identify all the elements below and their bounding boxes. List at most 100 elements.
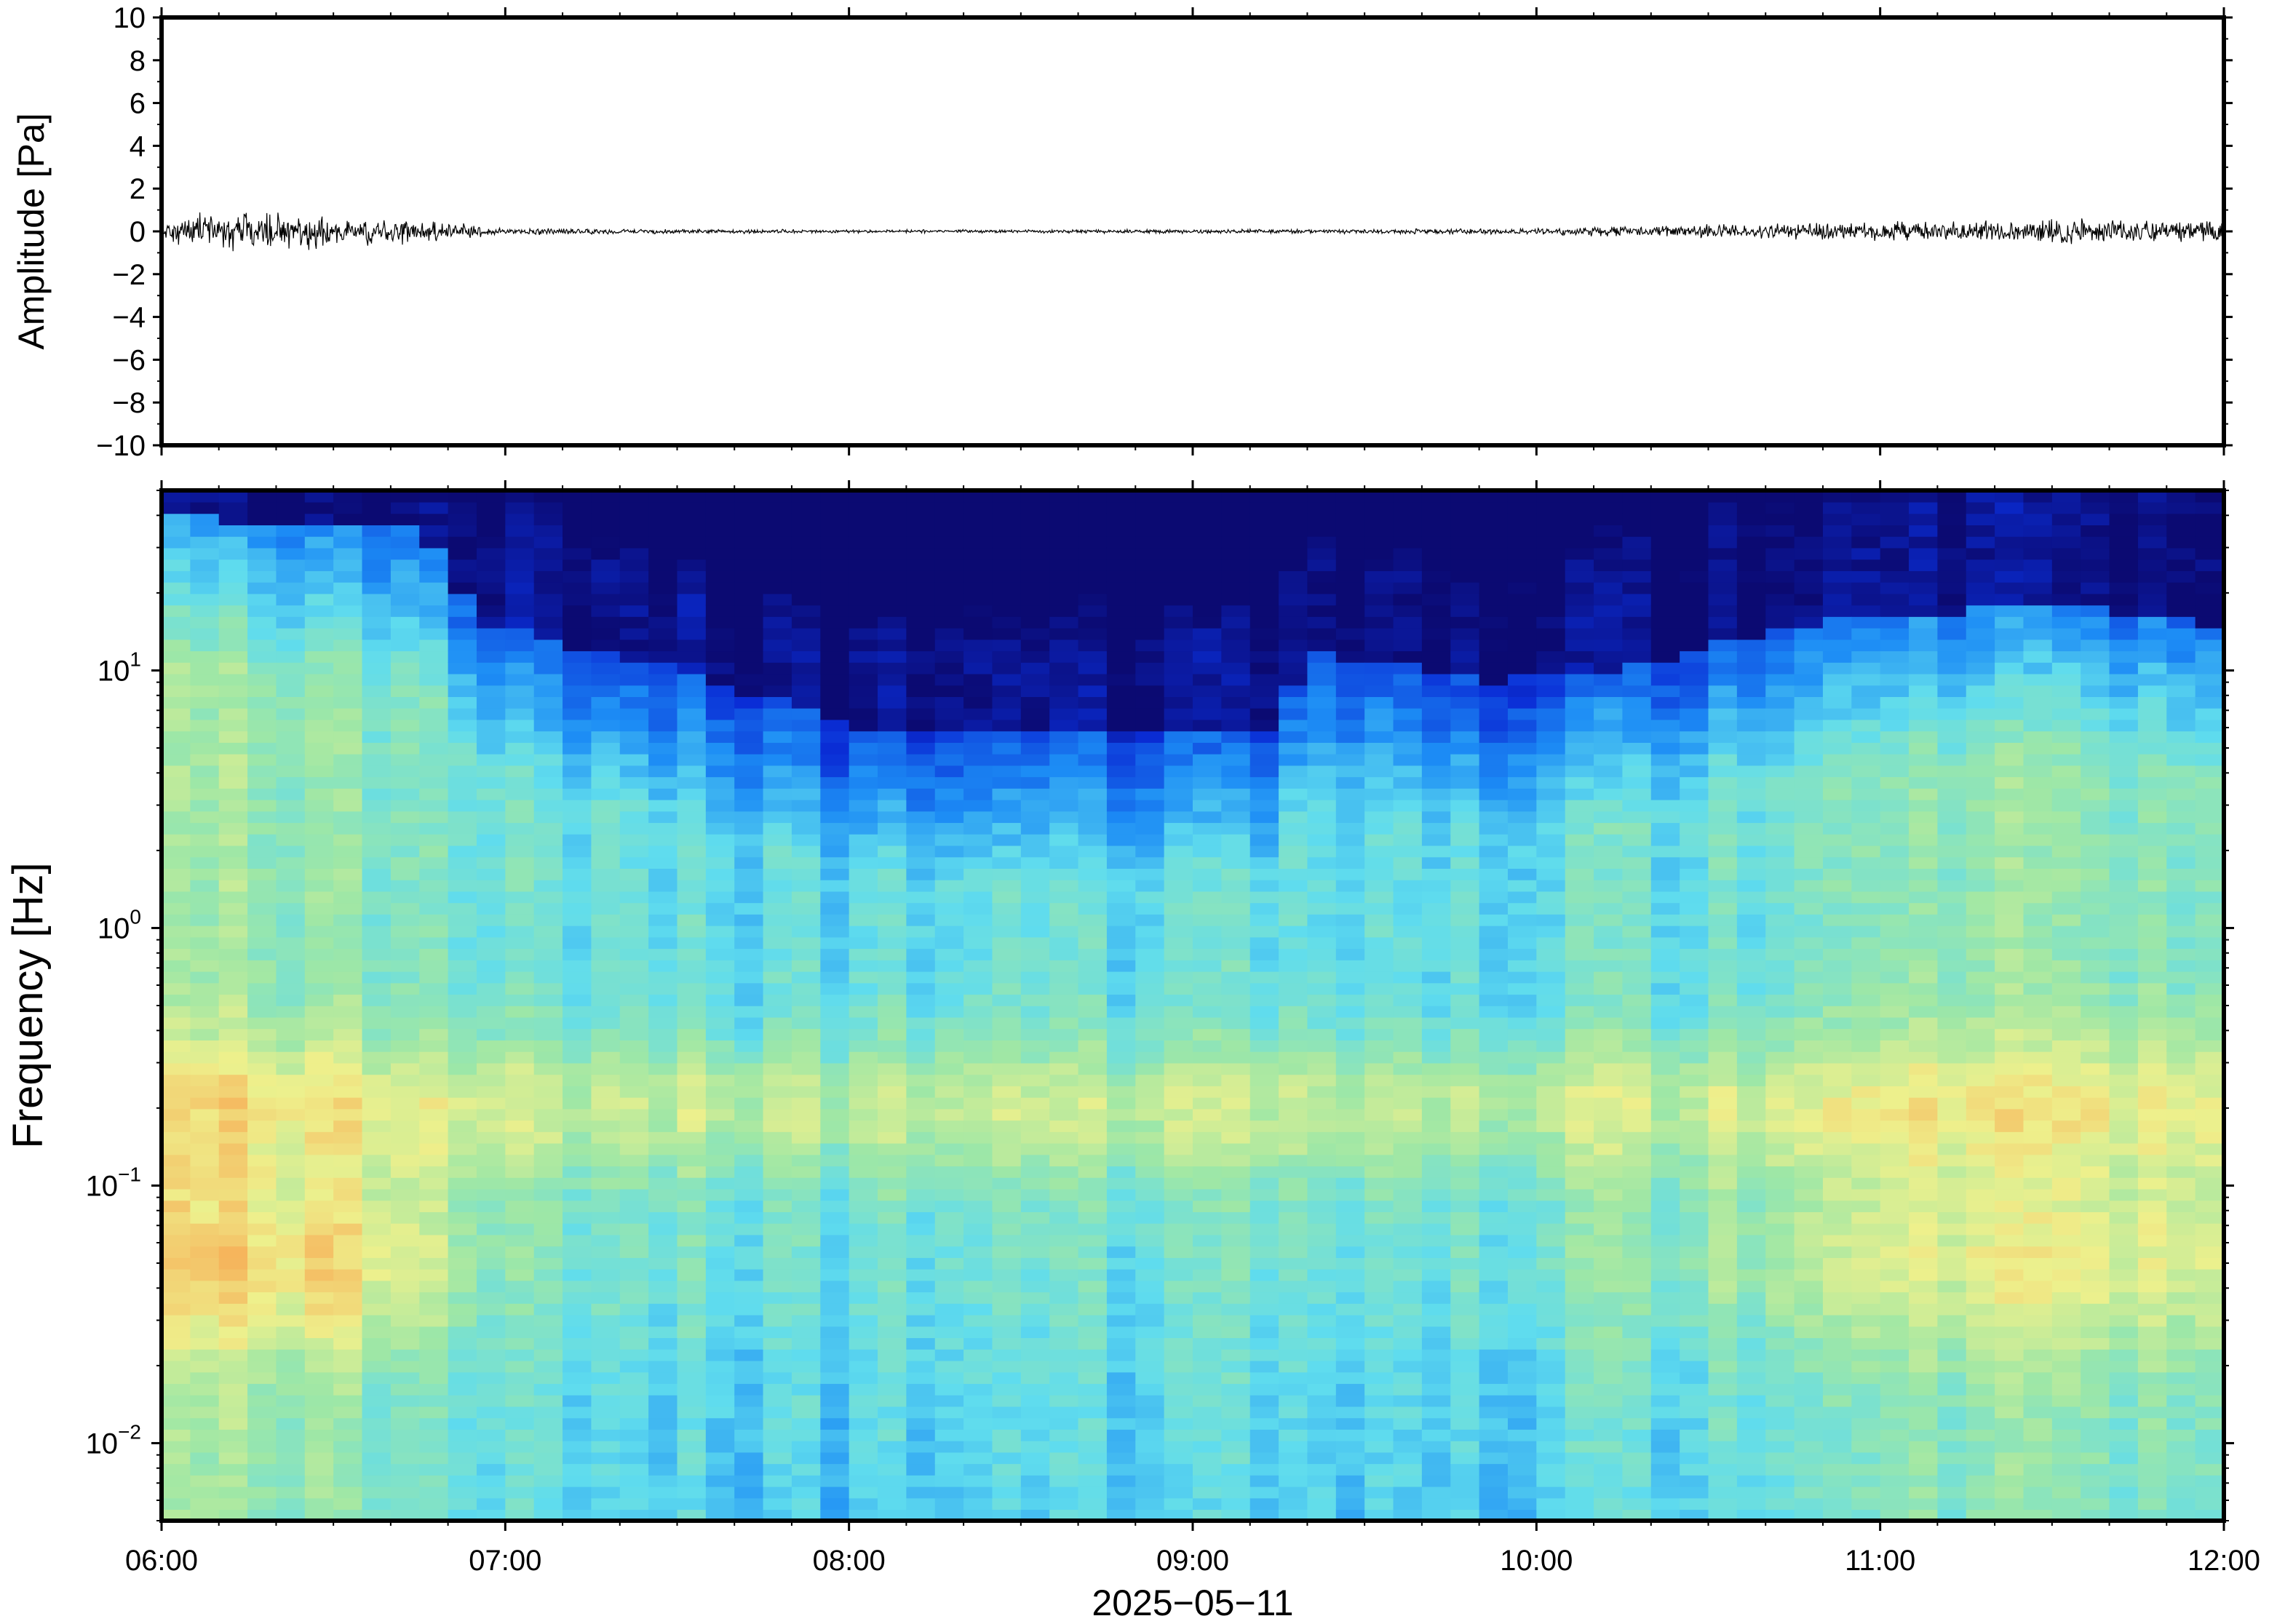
spectrogram-cell [162, 1211, 191, 1224]
spectrogram-cell [963, 1268, 993, 1281]
spectrogram-cell [448, 799, 477, 812]
spectrogram-cell [1479, 1040, 1509, 1052]
spectrogram-cell [1622, 1211, 1652, 1224]
spectrogram-cell [190, 1497, 220, 1510]
spectrogram-cell [820, 1074, 850, 1086]
spectrogram-cell [1680, 1234, 1709, 1247]
spectrogram-cell [849, 1016, 878, 1030]
spectrogram-cell [1565, 536, 1594, 549]
spectrogram-cell [304, 1177, 334, 1190]
spectrogram-cell [763, 490, 792, 503]
spectrogram-cell [619, 776, 649, 789]
spectrogram-cell [1450, 811, 1480, 824]
spectrogram-cell [533, 1234, 563, 1247]
spectrogram-cell [992, 570, 1022, 583]
spectrogram-cell [1650, 1497, 1680, 1510]
spectrogram-cell [763, 1200, 792, 1212]
spectrogram-cell [878, 1440, 907, 1453]
spectrogram-cell [906, 1120, 936, 1132]
spectrogram-cell [1479, 845, 1509, 858]
spectrogram-cell [476, 753, 506, 766]
spectrogram-cell [533, 501, 563, 514]
spectrogram-cell [619, 1452, 649, 1465]
spectrogram-cell [734, 547, 764, 560]
spectrogram-cell [992, 1131, 1022, 1144]
spectrogram-cell [1078, 605, 1108, 617]
spectrogram-cell [1335, 753, 1365, 766]
spectrogram-cell [1335, 982, 1365, 995]
spectrogram-cell [591, 501, 621, 514]
spectrogram-cell [505, 1303, 535, 1315]
spectrogram-cell [1193, 559, 1223, 571]
spectrogram-cell [448, 696, 477, 709]
spectrogram-cell [705, 788, 736, 800]
spectrogram-cell [934, 1028, 964, 1040]
spectrogram-cell [791, 742, 822, 755]
spectrogram-cell [1507, 1406, 1538, 1419]
spectrogram-cell [1135, 1154, 1165, 1167]
spectrogram-cell [1193, 1497, 1223, 1510]
spectrogram-cell [304, 1257, 334, 1270]
spectrogram-cell [1164, 1016, 1193, 1030]
spectrogram-cell [1450, 1337, 1480, 1350]
spectrogram-cell [505, 1486, 535, 1499]
spectrogram-cell [1622, 536, 1652, 549]
spectrogram-cell [1049, 513, 1079, 525]
spectrogram-cell [1193, 1016, 1223, 1030]
spectrogram-cell [1421, 490, 1452, 503]
spectrogram-cell [1393, 936, 1423, 950]
spectrogram-cell [1650, 1211, 1680, 1224]
spectrogram-cell [1622, 765, 1652, 778]
spectrogram-cell [1106, 834, 1137, 846]
spectrogram-cell [1594, 696, 1624, 709]
spectrogram-cell [1106, 1406, 1137, 1419]
spectrogram-cell [1249, 719, 1279, 732]
spectrogram-cell [906, 891, 936, 904]
spectrogram-cell [1680, 1062, 1709, 1075]
spectrogram-cell [162, 1417, 191, 1430]
spectrogram-cell [963, 559, 993, 571]
spectrogram-cell [1135, 605, 1165, 617]
spectrogram-cell [247, 650, 277, 663]
spectrogram-cell [820, 627, 850, 640]
spectrogram-cell [1565, 1394, 1594, 1407]
spectrogram-cell [820, 834, 850, 846]
spectrogram-cell [1078, 868, 1108, 880]
spectrogram-cell [1650, 1406, 1680, 1419]
spectrogram-cell [1307, 1222, 1337, 1235]
spectrogram-cell [734, 581, 764, 594]
spectrogram-cell [1479, 616, 1509, 629]
spectrogram-cell [906, 879, 936, 892]
spectrogram-cell [1307, 1188, 1337, 1201]
spectrogram-cell [1164, 1222, 1193, 1235]
spectrogram-cell [1307, 696, 1337, 709]
spectrogram-cell [563, 525, 592, 537]
spectrogram-cell [1307, 1200, 1337, 1212]
spectrogram-cell [1421, 1475, 1452, 1487]
spectrogram-cell [448, 948, 477, 960]
spectrogram-cell [878, 707, 907, 720]
spectrogram-cell [1106, 742, 1137, 755]
spectrogram-cell [218, 834, 248, 846]
spectrogram-cell [1507, 1166, 1538, 1178]
spectrogram-cell [1594, 1006, 1624, 1018]
spectrogram-cell [1193, 1417, 1223, 1430]
spectrogram-cell [276, 788, 306, 800]
spectrogram-cell [963, 799, 993, 812]
spectrogram-cell [304, 776, 334, 789]
spectrogram-cell [791, 879, 822, 892]
spectrogram-cell [934, 1177, 964, 1190]
spectrogram-cell [1221, 811, 1251, 824]
spectrogram-cell [1135, 1268, 1165, 1281]
spectrogram-cell [791, 627, 822, 640]
spectrogram-cell [1049, 581, 1079, 594]
spectrogram-cell [849, 1463, 878, 1476]
spectrogram-cell [276, 1440, 306, 1453]
spectrogram-cell [190, 616, 220, 629]
spectrogram-cell [304, 1326, 334, 1339]
spectrogram-cell [906, 673, 936, 686]
spectrogram-cell [1622, 1463, 1652, 1476]
spectrogram-cell [1106, 490, 1137, 503]
spectrogram-cell [1565, 1475, 1594, 1487]
spectrogram-cell [1565, 765, 1594, 778]
